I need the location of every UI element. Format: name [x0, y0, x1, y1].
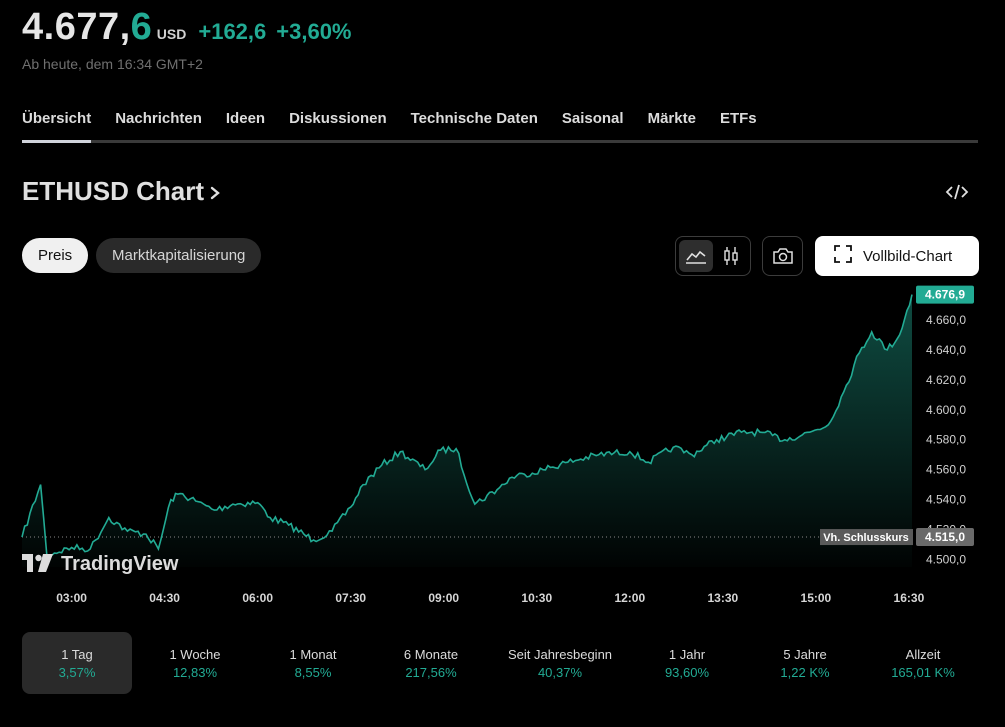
period-value: 217,56% — [405, 665, 457, 680]
x-tick-label: 13:30 — [707, 591, 738, 605]
x-tick-label: 09:00 — [428, 591, 459, 605]
period-1y[interactable]: 1 Jahr 93,60% — [632, 632, 742, 694]
period-label: 1 Monat — [289, 647, 337, 662]
price-change: +162,6 — [198, 19, 267, 44]
tab-bar: Übersicht Nachrichten Ideen Diskussionen… — [22, 108, 978, 143]
y-tick-label: 4.580,0 — [926, 433, 966, 447]
y-tick-label: 4.600,0 — [926, 403, 966, 417]
tradingview-watermark-text: TradingView — [61, 553, 179, 575]
period-value: 3,57% — [58, 665, 96, 680]
x-tick-label: 15:00 — [801, 591, 832, 605]
price-change-percent: +3,60% — [276, 19, 352, 44]
period-1m[interactable]: 1 Monat 8,55% — [258, 632, 368, 694]
fullscreen-icon — [833, 244, 863, 268]
chart-title-link[interactable]: ETHUSD Chart — [22, 176, 220, 207]
tab-technicals[interactable]: Technische Daten — [410, 110, 538, 127]
chart-title: ETHUSD Chart — [22, 176, 205, 206]
period-ytd[interactable]: Seit Jahresbeginn 40,37% — [503, 632, 617, 694]
price-header: 4.677, 6 USD +162,6 +3,60% — [22, 6, 352, 49]
tab-ideas[interactable]: Ideen — [225, 110, 266, 127]
tab-discussions[interactable]: Diskussionen — [289, 110, 387, 127]
market-cap-toggle-button[interactable]: Marktkapitalisierung — [96, 238, 262, 273]
x-tick-label: 16:30 — [894, 591, 925, 605]
area-chart-icon[interactable] — [679, 240, 713, 272]
tab-seasonals[interactable]: Saisonal — [561, 110, 624, 127]
fullscreen-chart-button[interactable]: Vollbild-Chart — [815, 236, 979, 276]
price-currency: USD — [156, 26, 187, 42]
period-5y[interactable]: 5 Jahre 1,22 K% — [750, 632, 860, 694]
price-series-line — [21, 294, 913, 557]
prev-close-badge — [916, 528, 974, 547]
period-all[interactable]: Allzeit 165,01 K% — [868, 632, 978, 694]
period-label: Allzeit — [905, 647, 941, 662]
candlestick-icon[interactable] — [714, 240, 748, 272]
y-tick-label: 4.620,0 — [926, 373, 966, 387]
period-1d[interactable]: 1 Tag 3,57% — [22, 632, 132, 694]
period-1w[interactable]: 1 Woche 12,83% — [140, 632, 250, 694]
price-area-fill — [22, 294, 912, 567]
price-chart[interactable]: 4.500,04.520,04.540,04.560,04.580,04.600… — [0, 285, 1005, 615]
period-label: 6 Monate — [403, 647, 459, 662]
period-label: 1 Jahr — [668, 647, 706, 662]
period-label: Seit Jahresbeginn — [507, 647, 613, 662]
period-selector: 1 Tag 3,57% 1 Woche 12,83% 1 Monat 8,55%… — [22, 632, 978, 694]
period-value: 93,60% — [664, 665, 710, 680]
x-tick-label: 06:00 — [242, 591, 273, 605]
period-value: 165,01 K% — [891, 665, 955, 680]
x-tick-label: 07:30 — [335, 591, 366, 605]
x-tick-label: 12:00 — [614, 591, 645, 605]
tab-news[interactable]: Nachrichten — [115, 110, 202, 127]
period-label: 1 Tag — [61, 647, 93, 662]
chevron-right-icon — [210, 176, 220, 207]
period-label: 1 Woche — [169, 647, 221, 662]
last-price-badge — [916, 285, 974, 304]
y-tick-label: 4.540,0 — [926, 493, 966, 507]
last-price-label: 4.676,9 — [925, 288, 965, 302]
price-timestamp: Ab heute, dem 16:34 GMT+2 — [22, 56, 203, 72]
code-icon[interactable] — [940, 178, 974, 206]
chart-type-group — [675, 236, 751, 276]
price-toggle-button[interactable]: Preis — [22, 238, 89, 273]
period-value: 8,55% — [294, 665, 332, 680]
prev-close-value-label: 4.515,0 — [925, 530, 965, 544]
price-decimal: 6 — [130, 6, 152, 48]
y-tick-label: 4.660,0 — [926, 313, 966, 327]
x-tick-label: 03:00 — [56, 591, 87, 605]
y-tick-label: 4.500,0 — [926, 553, 966, 567]
tab-markets[interactable]: Märkte — [647, 110, 696, 127]
fullscreen-label: Vollbild-Chart — [863, 247, 953, 265]
period-value: 1,22 K% — [780, 665, 830, 680]
tradingview-watermark: TradingView — [22, 553, 179, 575]
period-6m[interactable]: 6 Monate 217,56% — [376, 632, 486, 694]
period-value: 40,37% — [537, 665, 583, 680]
period-value: 12,83% — [172, 665, 218, 680]
price-integer: 4.677, — [22, 6, 131, 48]
tab-etfs[interactable]: ETFs — [719, 110, 757, 127]
prev-close-caption: Vh. Schlusskurs — [823, 532, 909, 544]
y-tick-label: 4.560,0 — [926, 463, 966, 477]
period-label: 5 Jahre — [783, 647, 827, 662]
x-tick-label: 10:30 — [521, 591, 552, 605]
tradingview-logo-icon — [22, 554, 53, 572]
tab-overview[interactable]: Übersicht — [22, 108, 92, 143]
x-tick-label: 04:30 — [149, 591, 180, 605]
y-tick-label: 4.640,0 — [926, 343, 966, 357]
prev-close-caption-badge — [820, 529, 913, 546]
camera-icon[interactable] — [762, 236, 803, 276]
